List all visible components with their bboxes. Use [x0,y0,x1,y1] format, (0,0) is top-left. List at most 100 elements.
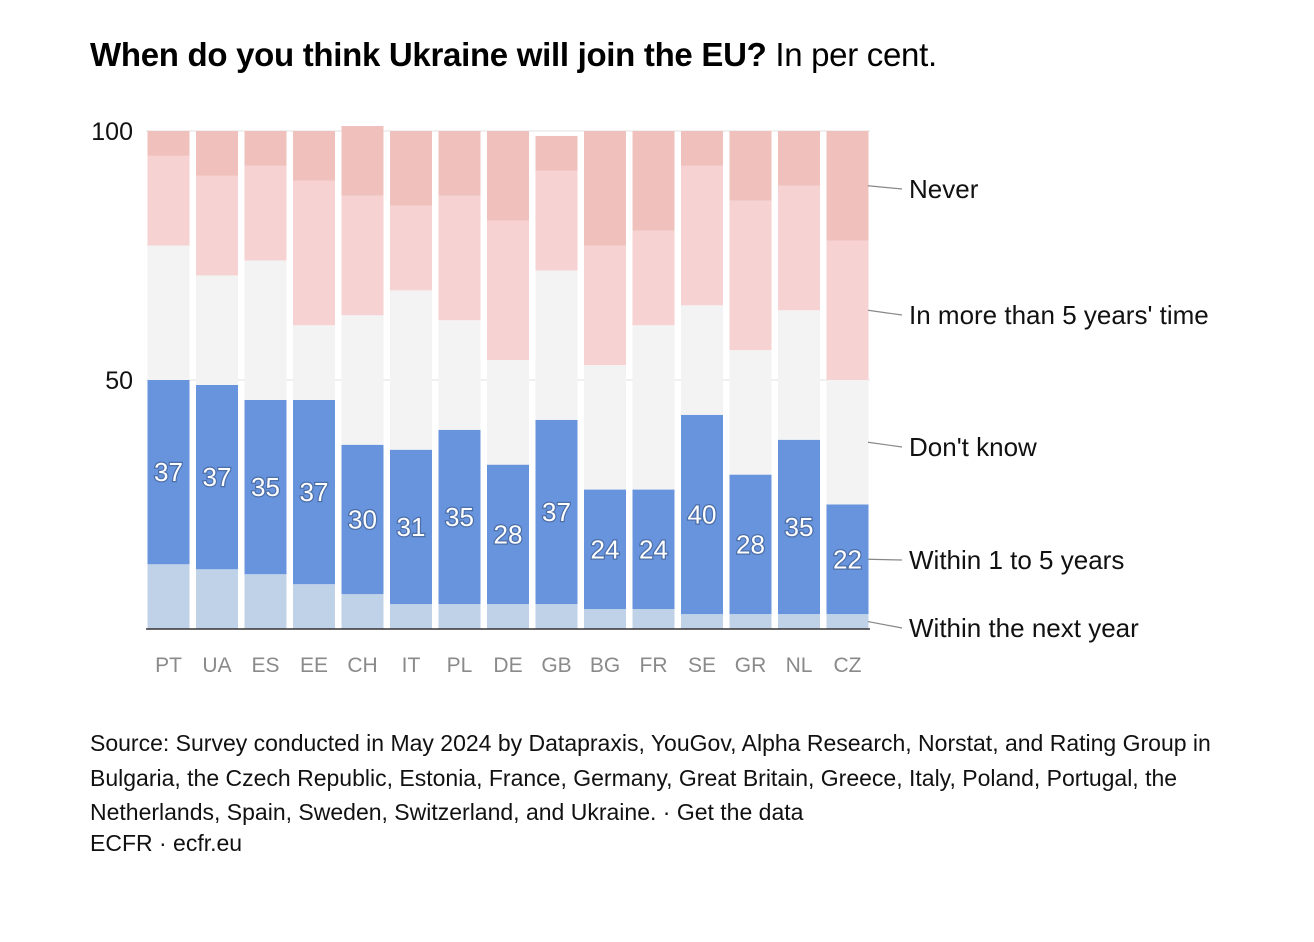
bar-it-never [390,131,432,206]
bar-fr-within-1-to-5-years [632,489,675,610]
bar-se-in-more-than-5-years-time [681,165,723,306]
x-tick-label-nl: NL [786,654,813,677]
bar-se-within-the-next-year [681,614,723,629]
data-label-ua: 37 [203,462,232,492]
bar-se-never [681,131,723,166]
bar-de-never [487,131,529,221]
get-the-data-link[interactable]: Get the data [676,799,804,825]
legend-label-in-more-than-5-years-time: In more than 5 years' time [909,300,1209,330]
x-tick-label-gb: GB [541,654,571,677]
data-label-ee: 37 [300,477,329,507]
bar-pt-within-the-next-year [147,564,190,629]
bar-pt-never [147,131,190,156]
bar-ch-in-more-than-5-years-time [341,195,384,316]
bar-cz-don-t-know [826,380,869,505]
bar-es-never [244,131,287,166]
chart-title-question: When do you think Ukraine will join the … [90,36,767,73]
bar-bg-in-more-than-5-years-time [584,245,626,366]
bar-fr-within-the-next-year [632,609,675,629]
bar-se-within-1-to-5-years [681,414,723,615]
bar-ua-within-1-to-5-years [196,384,238,570]
bar-cz-in-more-than-5-years-time [826,240,869,380]
bar-nl-within-the-next-year [778,614,820,629]
legend-leader-don-t-know [867,441,903,448]
bar-pl-never [438,131,481,196]
bar-gb-never [535,135,578,171]
bar-it-within-1-to-5-years [390,449,432,605]
bar-gb-within-the-next-year [535,604,578,629]
bar-ee-never [293,131,335,181]
data-label-cz: 22 [833,544,862,574]
legend-label-within-1-to-5-years: Within 1 to 5 years [909,545,1124,575]
bar-ee-within-the-next-year [293,584,335,629]
bar-ua-don-t-know [196,275,238,385]
bar-gr-within-the-next-year [729,614,772,629]
bar-bg-don-t-know [584,365,626,490]
bar-es-within-the-next-year [244,574,287,629]
source-text: Source: Survey conducted in May 2024 by … [90,730,1211,825]
bar-gb-in-more-than-5-years-time [535,170,578,271]
data-label-de: 28 [494,519,523,549]
x-tick-label-ee: EE [300,654,328,677]
data-label-ch: 30 [348,504,377,534]
legend-leader-within-the-next-year [867,620,903,629]
bar-nl-never [778,131,820,186]
x-tick-label-gr: GR [735,654,767,677]
bar-cz-within-1-to-5-years [826,504,869,615]
data-label-fr: 24 [639,534,668,564]
bar-pt-don-t-know [147,245,190,380]
bar-pt-in-more-than-5-years-time [147,155,190,246]
bar-ua-in-more-than-5-years-time [196,175,238,276]
credit-line: ECFR · ecfr.eu [90,830,243,856]
legend-leader-never [867,185,903,190]
x-tick-label-fr: FR [640,654,668,677]
x-tick-label-it: IT [402,654,421,677]
bar-de-in-more-than-5-years-time [487,220,529,361]
data-label-nl: 35 [785,512,814,542]
bar-gr-within-1-to-5-years [729,474,772,615]
x-tick-label-es: ES [251,654,279,677]
bar-es-in-more-than-5-years-time [244,165,287,261]
bar-pl-within-1-to-5-years [438,429,481,605]
bar-nl-in-more-than-5-years-time [778,185,820,311]
x-tick-label-pl: PL [447,654,473,677]
bar-cz-never [826,131,869,241]
bar-es-don-t-know [244,260,287,400]
data-label-gb: 37 [542,497,571,527]
bar-ch-never [341,126,384,196]
x-tick-label-bg: BG [590,654,620,677]
x-tick-label-ua: UA [202,654,231,677]
bar-gb-don-t-know [535,270,578,420]
bar-bg-within-1-to-5-years [584,489,626,610]
bar-de-don-t-know [487,360,529,465]
x-tick-label-de: DE [493,654,522,677]
bar-de-within-1-to-5-years [487,464,529,605]
bar-pt-within-1-to-5-years [147,380,190,565]
bar-bg-within-the-next-year [584,609,626,629]
source-note: Source: Survey conducted in May 2024 by … [90,726,1290,830]
bar-ee-don-t-know [293,325,335,400]
legend-label-don-t-know: Don't know [909,432,1037,462]
legend-label-within-the-next-year: Within the next year [909,613,1139,643]
bar-ua-never [196,131,238,176]
y-tick-label-100: 100 [91,118,133,146]
bar-ua-within-the-next-year [196,569,238,629]
x-tick-label-pt: PT [155,654,182,677]
bar-it-in-more-than-5-years-time [390,205,432,291]
bar-pl-within-the-next-year [438,604,481,629]
bar-fr-never [632,131,675,231]
bar-pl-don-t-know [438,320,481,430]
bar-ch-within-the-next-year [341,594,384,629]
y-tick-label-50: 50 [105,367,133,395]
source-separator: · [656,799,677,825]
x-tick-label-se: SE [688,654,716,677]
legend-leader-within-1-to-5-years [867,558,903,561]
bar-nl-don-t-know [778,310,820,440]
bar-nl-within-1-to-5-years [778,439,820,615]
data-label-pl: 35 [445,502,474,532]
bar-gr-in-more-than-5-years-time [729,200,772,351]
data-label-se: 40 [688,499,717,529]
x-tick-label-cz: CZ [834,654,862,677]
bar-pl-in-more-than-5-years-time [438,195,481,321]
bar-gr-never [729,131,772,201]
